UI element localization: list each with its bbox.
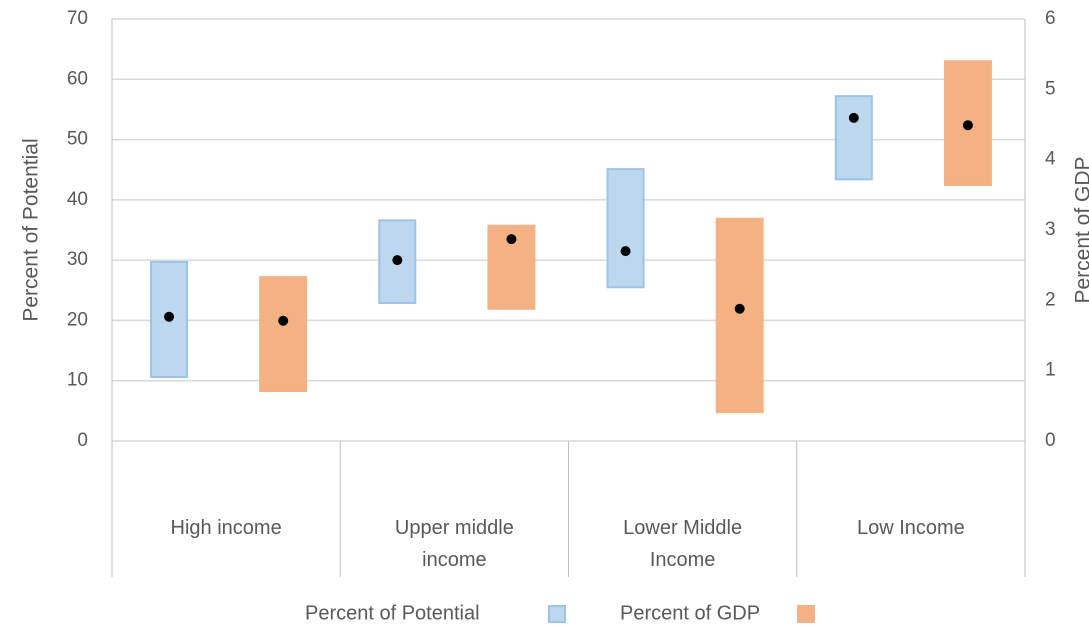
mid-dot	[962, 120, 973, 131]
range-bar	[606, 168, 645, 289]
mid-dot	[734, 303, 745, 314]
mid-dot	[392, 255, 403, 266]
y2-tick-label: 6	[1045, 8, 1056, 29]
y-tick-label: 20	[67, 309, 88, 330]
x-tick-label: High income	[170, 517, 282, 539]
range-bar	[715, 217, 764, 414]
x-tick-label: Lower Middle Income	[623, 517, 743, 571]
x-tick-label: Upper middle income	[394, 517, 514, 571]
y-tick-label: 70	[67, 8, 88, 29]
y-tick-label: 40	[67, 189, 88, 210]
mid-dot	[620, 246, 631, 257]
y2-tick-label: 0	[1045, 430, 1056, 451]
y2-tick-label: 3	[1045, 219, 1056, 240]
range-bar	[259, 276, 308, 393]
y-tick-label: 0	[77, 430, 88, 451]
x-tick-label: Low Income	[856, 517, 965, 539]
mid-dot	[164, 311, 175, 322]
y2-tick-label: 1	[1045, 360, 1056, 381]
legend-label: Percent of Potential	[305, 602, 480, 624]
y-tick-label: 60	[67, 68, 88, 89]
mid-dot	[278, 315, 289, 326]
legend-swatch	[548, 605, 566, 623]
range-bar	[943, 60, 992, 186]
y2-tick-label: 2	[1045, 289, 1056, 310]
y2-axis-label: Percent of GDP	[1072, 156, 1089, 303]
y-tick-label: 30	[67, 249, 88, 270]
y-tick-label: 50	[67, 129, 88, 150]
range-bar	[834, 95, 873, 181]
y2-tick-label: 4	[1045, 149, 1056, 170]
y2-tick-label: 5	[1045, 78, 1056, 99]
y-tick-label: 10	[67, 370, 88, 391]
legend-label: Percent of GDP	[620, 602, 760, 624]
mid-dot	[848, 112, 859, 123]
y-axis-label: Percent of Potential	[20, 138, 43, 321]
legend-swatch	[797, 605, 815, 623]
mid-dot	[506, 234, 517, 245]
